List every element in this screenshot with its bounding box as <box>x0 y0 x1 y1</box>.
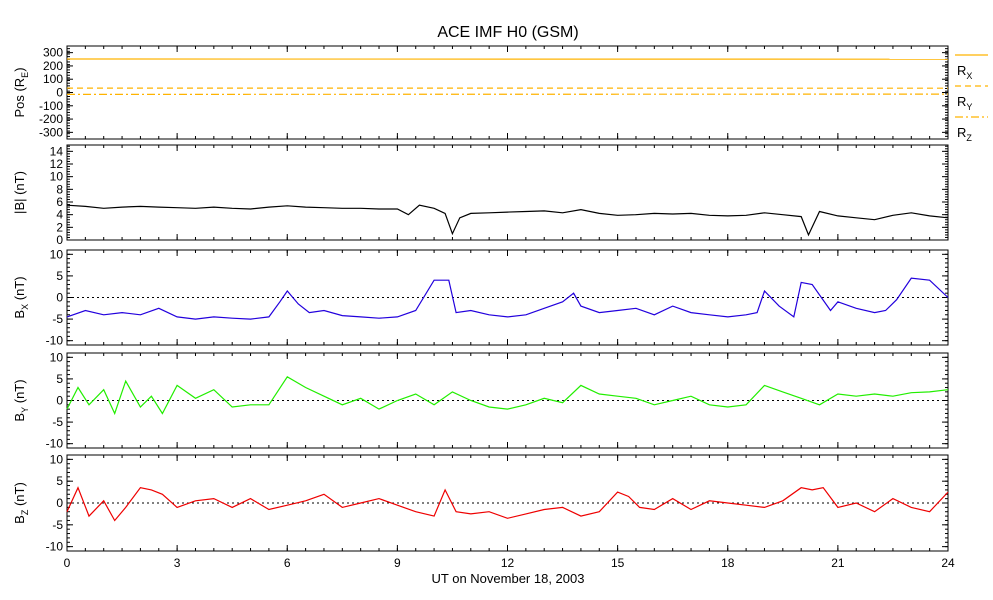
y-axis-label: BZ (nT) <box>12 482 30 524</box>
legend-label: RY <box>957 94 972 112</box>
legend-label: RZ <box>957 125 972 143</box>
x-tick-label: 0 <box>64 556 71 570</box>
y-axis-label: Pos (RE) <box>12 67 30 117</box>
y-axis-label-sub: Y <box>20 407 30 413</box>
y-tick-label: 100 <box>43 72 63 86</box>
legend-label-main: R <box>957 94 966 109</box>
y-axis-label-main: Pos (R <box>12 78 27 118</box>
y-tick-label: -300 <box>39 125 63 139</box>
y-tick-label: 12 <box>50 157 64 171</box>
legend-label-sub: Z <box>966 133 972 143</box>
y-tick-label: 10 <box>50 452 64 466</box>
legend-label-main: R <box>957 125 966 140</box>
y-axis-label-main: |B| (nT) <box>12 171 27 214</box>
y-tick-label: -200 <box>39 112 63 126</box>
y-tick-label: 0 <box>56 394 63 408</box>
y-tick-label: -10 <box>46 334 64 348</box>
panel-frame-position <box>66 45 949 140</box>
chart-title: ACE IMF H0 (GSM) <box>437 24 578 41</box>
y-tick-label: 0 <box>56 291 63 305</box>
legend-label-main: R <box>957 63 966 78</box>
series-line-bx <box>66 277 949 320</box>
y-axis-label-main: B <box>12 310 27 319</box>
series-line-by <box>66 375 949 416</box>
y-tick-label: 300 <box>43 46 63 60</box>
y-tick-label: -5 <box>52 415 63 429</box>
x-tick-label: 3 <box>174 556 181 570</box>
y-axis-label-sub: E <box>20 72 30 78</box>
y-tick-label: 5 <box>56 474 63 488</box>
y-tick-label: -5 <box>52 518 63 532</box>
y-tick-label: 0 <box>56 86 63 100</box>
y-axis-label-main: B <box>12 413 27 422</box>
y-axis-label: |B| (nT) <box>12 171 27 214</box>
x-tick-label: 15 <box>611 556 625 570</box>
y-tick-label: 2 <box>56 220 63 234</box>
panel-frame-btotal <box>66 144 949 241</box>
legend-label: RX <box>957 63 972 81</box>
y-axis-label-tail: (nT) <box>12 482 27 509</box>
y-tick-label: 0 <box>56 233 63 247</box>
x-tick-label: 6 <box>284 556 291 570</box>
y-axis-label-main: B <box>12 515 27 524</box>
y-axis-label: BY (nT) <box>12 379 30 421</box>
y-tick-label: -100 <box>39 99 63 113</box>
y-tick-label: 10 <box>50 350 64 364</box>
y-tick-label: 5 <box>56 269 63 283</box>
x-tick-label: 18 <box>721 556 735 570</box>
legend-label-sub: X <box>966 71 972 81</box>
series-line-btotal <box>66 204 949 237</box>
y-tick-label: 10 <box>50 247 64 261</box>
x-tick-label: 12 <box>501 556 515 570</box>
x-axis-label: UT on November 18, 2003 <box>432 571 585 586</box>
y-axis-label-tail: (nT) <box>12 276 27 303</box>
y-axis-label-tail: (nT) <box>12 379 27 406</box>
y-tick-label: -10 <box>46 437 64 451</box>
y-tick-label: 0 <box>56 496 63 510</box>
series-line-bz <box>66 486 949 522</box>
y-axis-label-sub: Z <box>20 509 30 515</box>
y-axis-label-sub: X <box>20 304 30 310</box>
y-tick-label: -10 <box>46 540 64 554</box>
x-tick-label: 24 <box>941 556 955 570</box>
legend-label-sub: Y <box>966 102 972 112</box>
x-tick-label: 21 <box>831 556 845 570</box>
y-tick-label: 14 <box>50 144 64 158</box>
y-tick-label: 4 <box>56 208 63 222</box>
y-tick-label: 6 <box>56 195 63 209</box>
x-tick-label: 9 <box>394 556 401 570</box>
y-tick-label: 200 <box>43 59 63 73</box>
y-axis-label: BX (nT) <box>12 276 30 318</box>
y-axis-label-tail: ) <box>12 67 27 71</box>
y-tick-label: -5 <box>52 312 63 326</box>
y-tick-label: 5 <box>56 372 63 386</box>
y-tick-label: 10 <box>50 170 64 184</box>
y-tick-label: 8 <box>56 182 63 196</box>
